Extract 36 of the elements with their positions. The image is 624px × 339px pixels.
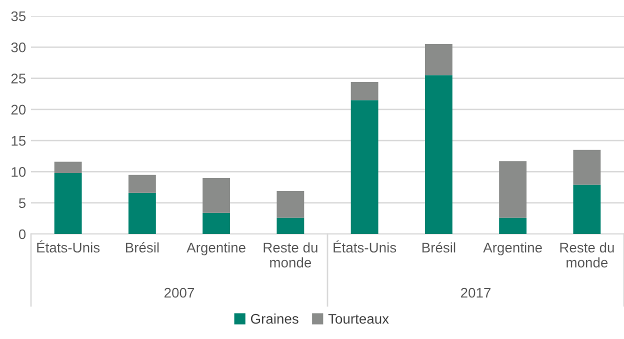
y-tick-label: 35 <box>11 11 26 22</box>
bar <box>499 161 527 218</box>
bar <box>573 150 601 185</box>
y-tick-label: 30 <box>11 42 26 52</box>
x-tick-label: Argentine <box>186 242 246 256</box>
y-tick-label: 15 <box>12 136 26 146</box>
legend-label: Tourteaux <box>328 314 389 324</box>
x-tick-label: Reste du monde <box>560 242 614 268</box>
bar <box>128 192 156 234</box>
x-tick-label: Brésil <box>422 242 456 253</box>
bar <box>276 191 304 218</box>
y-tick-label: 10 <box>12 167 26 177</box>
bar <box>276 218 304 234</box>
bar <box>424 44 452 76</box>
y-tick-label: 20 <box>11 104 26 115</box>
y-tick-label: 25 <box>11 74 26 84</box>
text: 2017 <box>461 288 491 298</box>
legend-label: Graines <box>250 314 298 324</box>
bar <box>424 75 452 234</box>
bar <box>54 172 82 234</box>
x-tick-label: Brésil <box>126 242 159 253</box>
bar <box>202 178 230 213</box>
x-tick-label: États-Unis <box>37 240 100 253</box>
bar <box>128 174 156 193</box>
y-tick-label: 0 <box>18 229 26 240</box>
x-tick-label: Reste du monde <box>264 242 318 268</box>
bar <box>54 162 82 173</box>
bar <box>573 184 601 234</box>
y-tick-label: 5 <box>18 198 26 208</box>
x-tick-label: États-Unis <box>334 240 396 253</box>
bar <box>202 212 230 234</box>
x-tick-label: Argentine <box>483 242 542 256</box>
bar <box>350 82 378 100</box>
bar <box>350 100 378 234</box>
text: 2007 <box>164 288 194 298</box>
bar <box>499 218 527 234</box>
